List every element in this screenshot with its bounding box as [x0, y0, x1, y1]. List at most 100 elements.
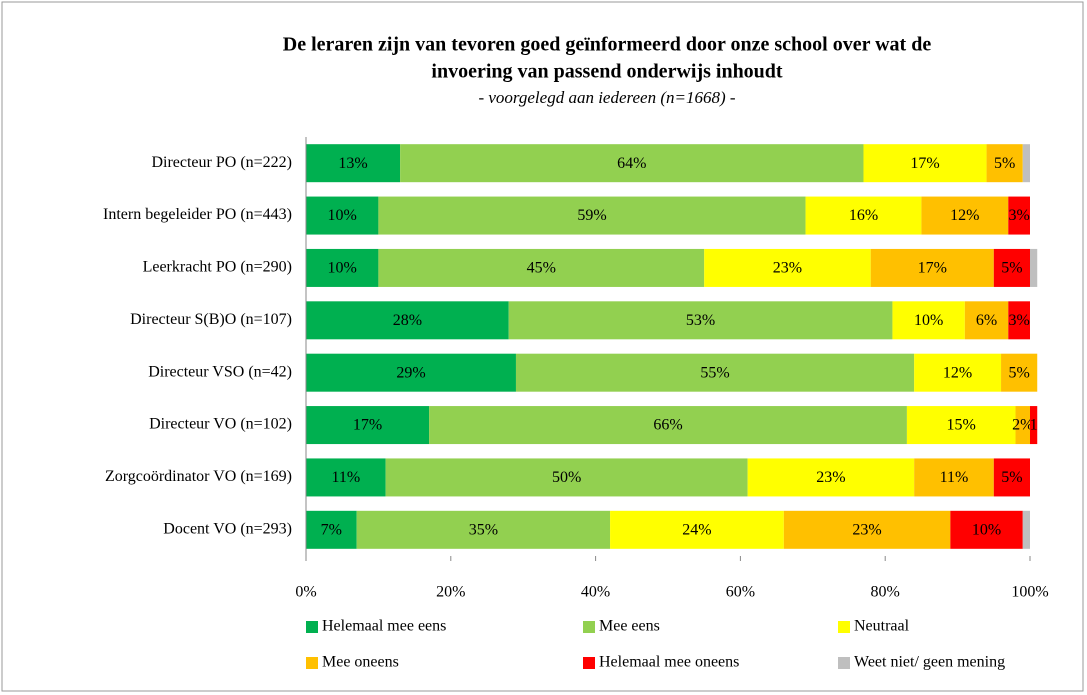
bar-segment: [805, 196, 922, 235]
data-label: 15%: [947, 417, 976, 434]
bar-segment: [906, 406, 1016, 445]
data-label: 1: [1030, 417, 1038, 434]
bar-segment: [1022, 510, 1030, 549]
data-label: 10%: [328, 260, 357, 277]
data-label: 6%: [976, 312, 997, 329]
bar-segment: [306, 458, 386, 497]
y-tick-label: Directeur PO (n=222): [151, 154, 292, 171]
bar-segment: [1001, 353, 1038, 392]
legend-swatch: [838, 621, 850, 633]
bar-segment: [1030, 406, 1038, 445]
data-label: 11%: [331, 469, 360, 486]
bar-segment: [378, 196, 806, 235]
bar-segment: [783, 510, 951, 549]
chart-title: De leraren zijn van tevoren goed geïnfor…: [283, 34, 932, 56]
data-label: 55%: [700, 364, 729, 381]
data-label: 23%: [816, 469, 845, 486]
bar-segment: [1030, 248, 1038, 287]
data-label: 50%: [552, 469, 581, 486]
legend-label: Mee eens: [599, 618, 660, 635]
bar-segment: [610, 510, 784, 549]
bar-segment: [306, 248, 379, 287]
bar-segment: [508, 301, 893, 340]
data-label: 10%: [914, 312, 943, 329]
x-tick-label: 20%: [436, 584, 465, 601]
x-tick-label: 40%: [581, 584, 610, 601]
chart-subtitle: - voorgelegd aan iedereen (n=1668) -: [478, 88, 735, 107]
data-label: 5%: [1001, 469, 1022, 486]
legend-swatch: [583, 621, 595, 633]
bar-segment: [892, 301, 965, 340]
y-tick-label: Zorgcoördinator VO (n=169): [105, 468, 292, 485]
legend-swatch: [306, 621, 318, 633]
x-tick-label: 80%: [871, 584, 900, 601]
y-tick-label: Directeur VO (n=102): [149, 416, 292, 433]
data-label: 59%: [577, 207, 606, 224]
bar-segment: [914, 458, 994, 497]
data-label: 13%: [338, 155, 367, 172]
data-label: 23%: [852, 521, 881, 538]
bar-segment: [306, 406, 430, 445]
bar-segment: [964, 301, 1009, 340]
bar-segment: [863, 144, 987, 183]
bar-segment: [306, 144, 401, 183]
data-label: 5%: [994, 155, 1015, 172]
x-tick-label: 100%: [1011, 584, 1048, 601]
data-label: 53%: [686, 312, 715, 329]
data-label: 5%: [1008, 364, 1029, 381]
legend-label: Helemaal mee eens: [322, 618, 446, 635]
bar-segment: [306, 353, 516, 392]
y-tick-label: Directeur S(B)O (n=107): [130, 311, 292, 328]
data-label: 3%: [1008, 207, 1029, 224]
y-tick-label: Intern begeleider PO (n=443): [103, 206, 292, 223]
data-label: 45%: [527, 260, 556, 277]
legend-label: Helemaal mee oneens: [599, 654, 739, 671]
bar-segment: [914, 353, 1002, 392]
bar-segment: [306, 510, 357, 549]
bar-segment: [747, 458, 915, 497]
bar-segment: [921, 196, 1009, 235]
data-label: 10%: [328, 207, 357, 224]
bar-segment: [950, 510, 1023, 549]
legend-label: Mee oneens: [322, 654, 399, 671]
data-label: 5%: [1001, 260, 1022, 277]
bar-segment: [993, 458, 1030, 497]
data-label: 17%: [353, 417, 382, 434]
data-label: 12%: [950, 207, 979, 224]
data-label: 10%: [972, 521, 1001, 538]
bar-segment: [986, 144, 1023, 183]
bar-segment: [993, 248, 1030, 287]
bar-segment: [400, 144, 864, 183]
data-label: 2%: [1012, 417, 1033, 434]
bar-segment: [306, 196, 379, 235]
data-label: 64%: [617, 155, 646, 172]
data-label: 23%: [773, 260, 802, 277]
bar-segment: [870, 248, 994, 287]
bar-segment: [306, 301, 509, 340]
legend-swatch: [838, 657, 850, 669]
y-tick-label: Docent VO (n=293): [163, 520, 292, 537]
bar-segment: [1008, 196, 1030, 235]
legend-label: Weet niet/ geen mening: [854, 654, 1005, 671]
y-tick-label: Leerkracht PO (n=290): [143, 259, 292, 276]
legend-label: Neutraal: [854, 618, 910, 635]
chart-title: invoering van passend onderwijs inhoudt: [431, 61, 783, 83]
data-label: 35%: [469, 521, 498, 538]
bar-segment: [385, 458, 748, 497]
bar-segment: [515, 353, 915, 392]
data-label: 12%: [943, 364, 972, 381]
bar-segment: [1008, 301, 1030, 340]
data-label: 28%: [393, 312, 422, 329]
x-tick-label: 60%: [726, 584, 755, 601]
data-label: 17%: [910, 155, 939, 172]
bar-segment: [1015, 406, 1030, 445]
data-label: 29%: [396, 364, 425, 381]
x-tick-label: 0%: [295, 584, 316, 601]
data-label: 17%: [918, 260, 947, 277]
data-label: 3%: [1008, 312, 1029, 329]
data-label: 11%: [940, 469, 969, 486]
legend-swatch: [306, 657, 318, 669]
bar-segment: [356, 510, 611, 549]
